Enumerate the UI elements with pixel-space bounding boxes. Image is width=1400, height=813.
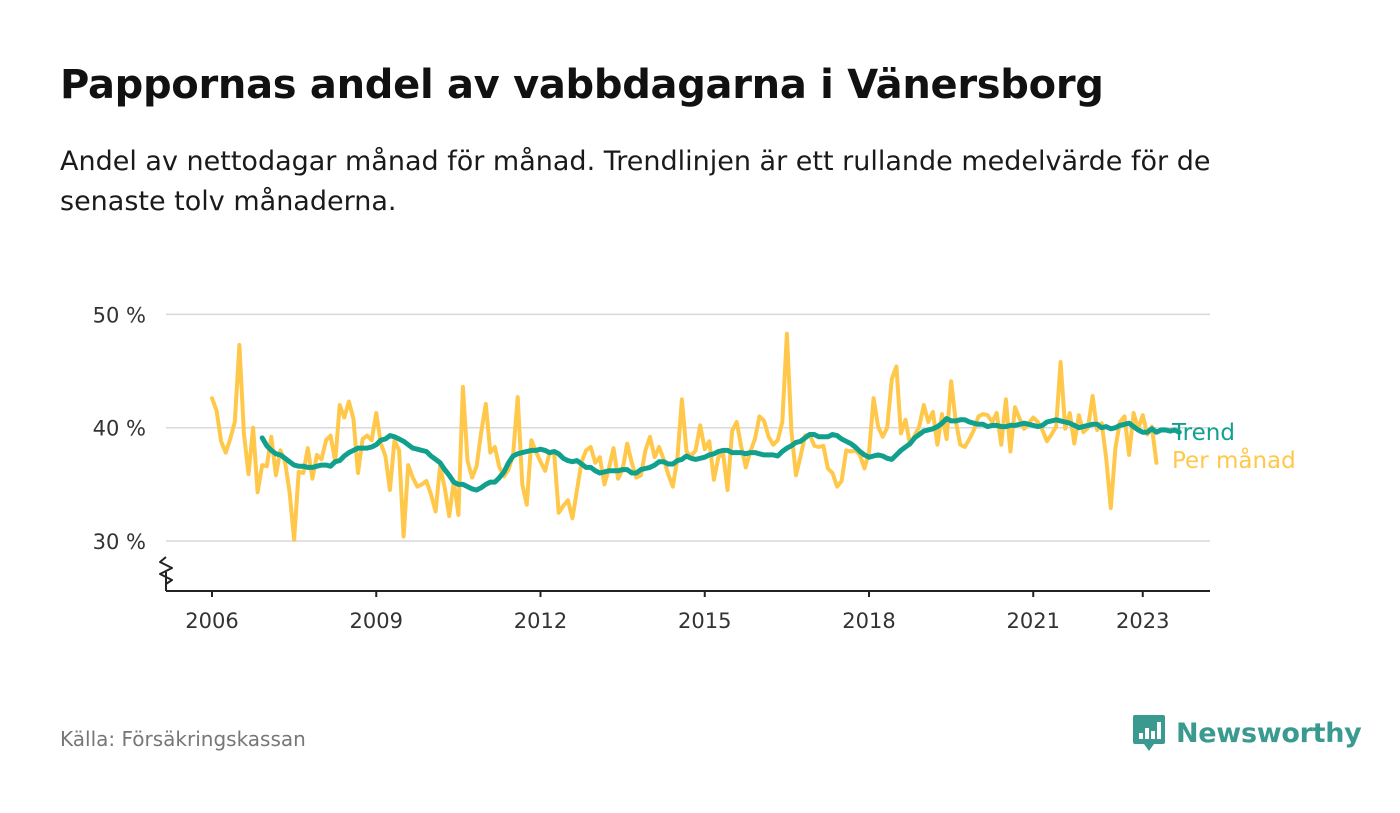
x-tick-label: 2021	[1007, 609, 1060, 633]
x-tick-label: 2015	[678, 609, 731, 633]
source-note: Källa: Försäkringskassan	[60, 727, 306, 751]
x-tick-label: 2006	[185, 609, 238, 633]
page-subtitle: Andel av nettodagar månad för månad. Tre…	[60, 146, 1211, 217]
series-label-trend: Trend	[1171, 420, 1235, 446]
axes: 30 % 40 % 50 % 2006 2009 2012 2015 2018 2021 2023	[93, 303, 1210, 633]
y-tick-label: 50 %	[93, 303, 146, 327]
newsworthy-logo-icon	[1133, 715, 1165, 751]
y-tick-label: 40 %	[93, 417, 146, 441]
y-tick-label: 30 %	[93, 530, 146, 554]
series-line-trend	[259, 416, 1182, 493]
axis-break-icon	[159, 556, 173, 585]
page-title: Pappornas andel av vabbdagarna i Vänersb…	[60, 62, 1104, 108]
series-lines	[210, 331, 1182, 542]
x-tick-label: 2009	[350, 609, 403, 633]
x-tick-label: 2023	[1116, 609, 1169, 633]
x-tick-label: 2012	[514, 609, 567, 633]
series-label-per-manad: Per månad	[1172, 446, 1296, 474]
brand-logo: Newsworthy	[1132, 712, 1362, 754]
x-tick-label: 2018	[842, 609, 895, 633]
brand-name: Newsworthy	[1176, 717, 1362, 749]
series-line-per-manad	[210, 331, 1159, 542]
